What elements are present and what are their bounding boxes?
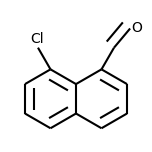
Text: O: O [132, 21, 143, 35]
Text: Cl: Cl [30, 32, 44, 46]
